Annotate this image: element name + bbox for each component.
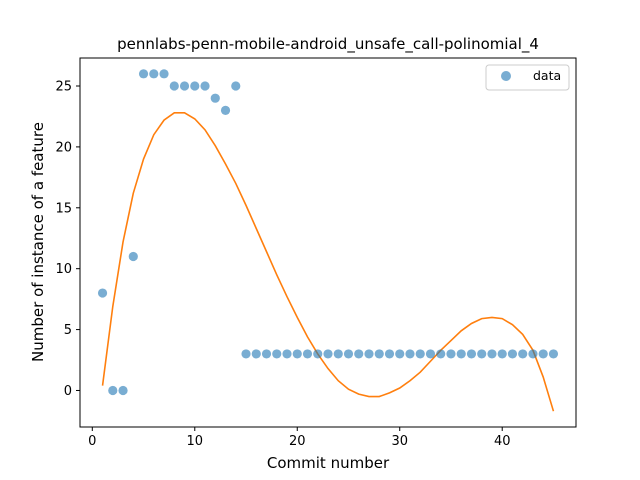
y-tick-label: 25 [55,80,72,95]
x-axis: 0 10 20 30 40 [88,427,510,449]
data-point [364,349,374,359]
plot-frame [79,57,577,428]
x-tick-label: 0 [88,434,96,449]
data-point [477,349,487,359]
data-point [118,385,128,396]
data-point [487,349,497,359]
data-point [138,69,149,79]
data-point [507,349,518,359]
data-point [251,349,261,359]
data-point [272,349,282,359]
data-point [333,349,343,359]
data-point [179,81,190,91]
data-point [548,349,559,359]
y-tick-label: 0 [64,384,72,399]
data-point [425,349,436,359]
data-point [220,105,231,115]
data-point [528,349,538,359]
data-point [456,349,466,359]
y-tick-label: 20 [55,140,72,155]
data-point [323,349,333,359]
data-point [108,385,118,396]
data-point [210,93,220,103]
x-tick-label: 10 [187,434,204,449]
x-tick-label: 40 [494,434,511,449]
data-point [354,349,364,359]
data-point [395,349,405,359]
data-point [374,349,384,359]
legend-label-data: data [533,68,561,83]
data-point [436,349,446,359]
data-point [128,251,138,262]
data-point [384,349,395,359]
data-point [415,349,425,359]
y-axis: 0 5 10 15 20 25 [55,80,80,399]
data-point [497,349,507,359]
data-point [231,81,241,91]
data-point [446,349,456,359]
y-tick-label: 10 [55,262,72,277]
y-tick-label: 5 [64,323,72,338]
data-point [466,349,477,359]
data-point [302,349,313,359]
data-point [518,349,528,359]
data-point [405,349,415,359]
data-point [190,81,200,91]
data-point [169,81,179,91]
x-axis-label: Commit number [267,454,390,472]
legend-marker-data [501,71,511,81]
data-point [343,349,354,359]
data-point [200,81,210,91]
data-point [292,349,302,359]
data-point [261,349,272,359]
y-axis-label: Number of instance of a feature [29,122,47,362]
plot-area [97,69,559,412]
data-point [149,69,159,79]
chart-title: pennlabs-penn-mobile-android_unsafe_call… [117,35,539,54]
data-point [282,349,292,359]
x-tick-label: 20 [289,434,306,449]
fit-line [101,112,555,412]
data-point [97,288,108,298]
data-point [241,349,251,359]
data-point [313,349,323,359]
legend: data [485,64,570,91]
x-tick-label: 30 [391,434,408,449]
data-point [159,69,169,79]
data-point [538,349,548,359]
y-tick-label: 15 [55,201,72,216]
